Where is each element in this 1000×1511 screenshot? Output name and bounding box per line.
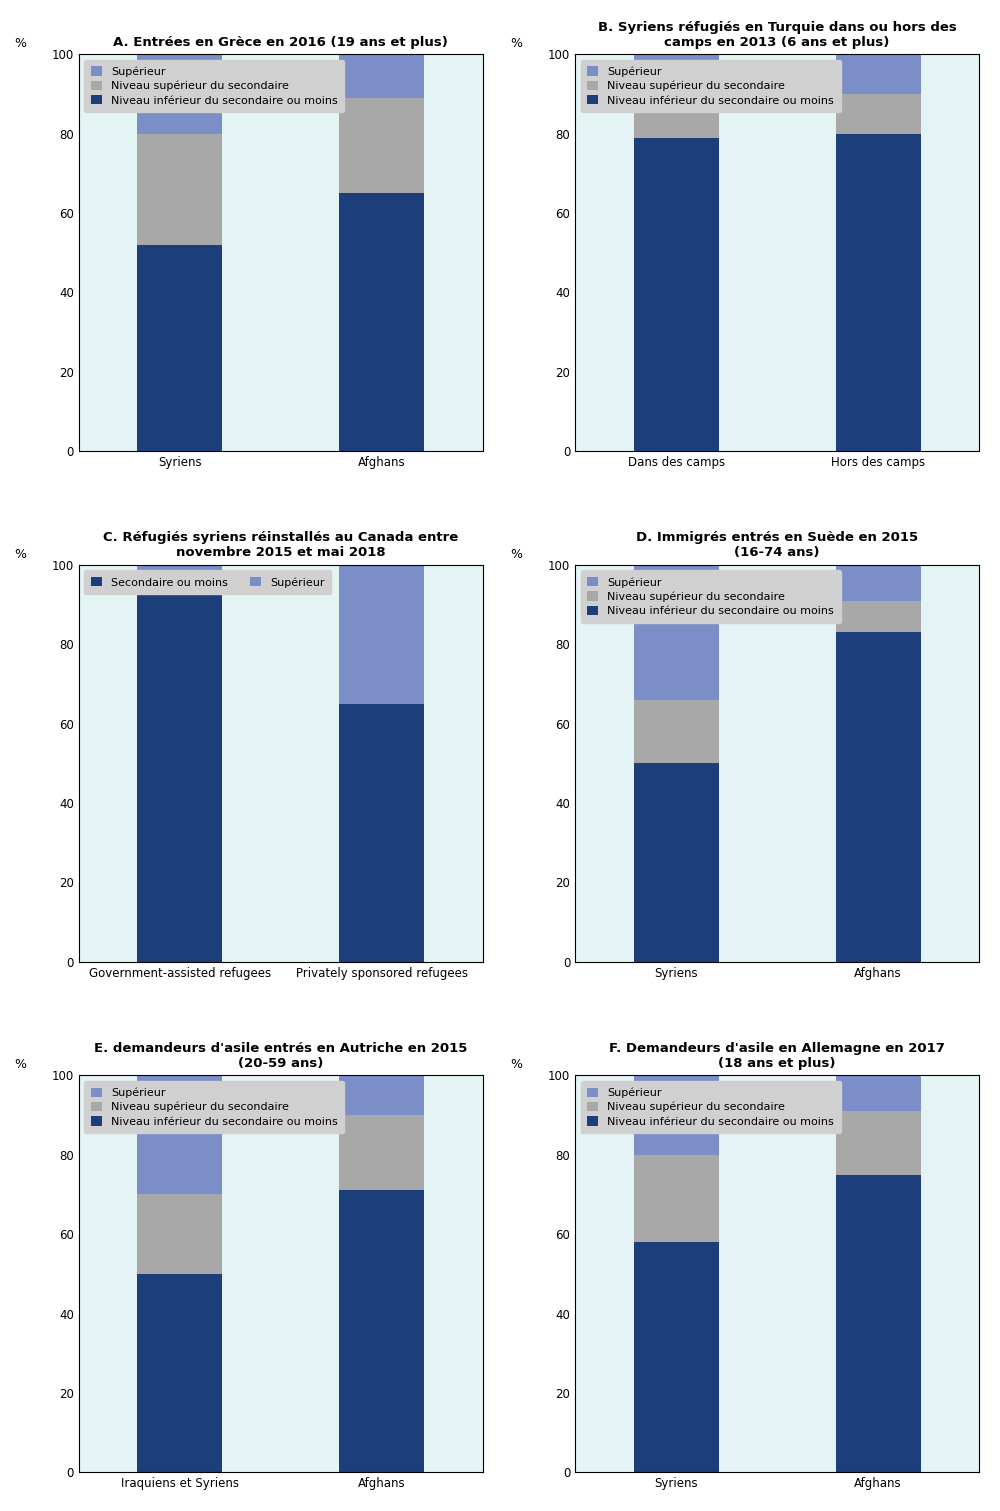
Text: %: % — [511, 38, 523, 50]
Bar — [634, 700, 719, 763]
Bar — [836, 133, 921, 452]
Bar — [634, 1154, 719, 1242]
Title: F. Demandeurs d'asile en Allemagne en 2017
(18 ans et plus): F. Demandeurs d'asile en Allemagne en 20… — [609, 1043, 945, 1070]
Bar — [836, 565, 921, 600]
Bar — [339, 193, 424, 452]
Bar — [339, 704, 424, 961]
Bar — [836, 1111, 921, 1174]
Bar — [634, 54, 719, 89]
Legend: Supérieur, Niveau supérieur du secondaire, Niveau inférieur du secondaire ou moi: Supérieur, Niveau supérieur du secondair… — [581, 1080, 841, 1133]
Bar — [137, 1195, 222, 1274]
Bar — [137, 133, 222, 245]
Bar — [634, 1242, 719, 1472]
Title: C. Réfugiés syriens réinstallés au Canada entre
novembre 2015 et mai 2018: C. Réfugiés syriens réinstallés au Canad… — [103, 532, 458, 559]
Bar — [836, 600, 921, 632]
Bar — [836, 1174, 921, 1472]
Legend: Supérieur, Niveau supérieur du secondaire, Niveau inférieur du secondaire ou moi: Supérieur, Niveau supérieur du secondair… — [84, 60, 344, 112]
Legend: Supérieur, Niveau supérieur du secondaire, Niveau inférieur du secondaire ou moi: Supérieur, Niveau supérieur du secondair… — [581, 60, 841, 112]
Bar — [634, 1076, 719, 1154]
Title: A. Entrées en Grèce en 2016 (19 ans et plus): A. Entrées en Grèce en 2016 (19 ans et p… — [113, 36, 448, 48]
Bar — [339, 1115, 424, 1191]
Bar — [339, 54, 424, 98]
Bar — [137, 585, 222, 961]
Title: D. Immigrés entrés en Suède en 2015
(16-74 ans): D. Immigrés entrés en Suède en 2015 (16-… — [636, 532, 918, 559]
Bar — [339, 98, 424, 193]
Bar — [137, 54, 222, 133]
Bar — [339, 565, 424, 704]
Bar — [137, 1274, 222, 1472]
Text: %: % — [14, 38, 26, 50]
Title: E. demandeurs d'asile entrés en Autriche en 2015
(20-59 ans): E. demandeurs d'asile entrés en Autriche… — [94, 1043, 467, 1070]
Bar — [836, 632, 921, 961]
Text: %: % — [511, 548, 523, 561]
Bar — [836, 94, 921, 133]
Bar — [634, 763, 719, 961]
Text: %: % — [14, 548, 26, 561]
Bar — [836, 1076, 921, 1111]
Bar — [137, 565, 222, 585]
Text: %: % — [14, 1058, 26, 1071]
Bar — [339, 1076, 424, 1115]
Text: %: % — [511, 1058, 523, 1071]
Bar — [634, 138, 719, 452]
Bar — [137, 245, 222, 452]
Bar — [836, 54, 921, 94]
Legend: Supérieur, Niveau supérieur du secondaire, Niveau inférieur du secondaire ou moi: Supérieur, Niveau supérieur du secondair… — [581, 570, 841, 623]
Title: B. Syriens réfugiés en Turquie dans ou hors des
camps en 2013 (6 ans et plus): B. Syriens réfugiés en Turquie dans ou h… — [598, 21, 957, 48]
Legend: Supérieur, Niveau supérieur du secondaire, Niveau inférieur du secondaire ou moi: Supérieur, Niveau supérieur du secondair… — [84, 1080, 344, 1133]
Bar — [634, 565, 719, 700]
Bar — [137, 1076, 222, 1195]
Legend: Secondaire ou moins, Supérieur: Secondaire ou moins, Supérieur — [84, 570, 331, 594]
Bar — [339, 1191, 424, 1472]
Bar — [634, 89, 719, 138]
